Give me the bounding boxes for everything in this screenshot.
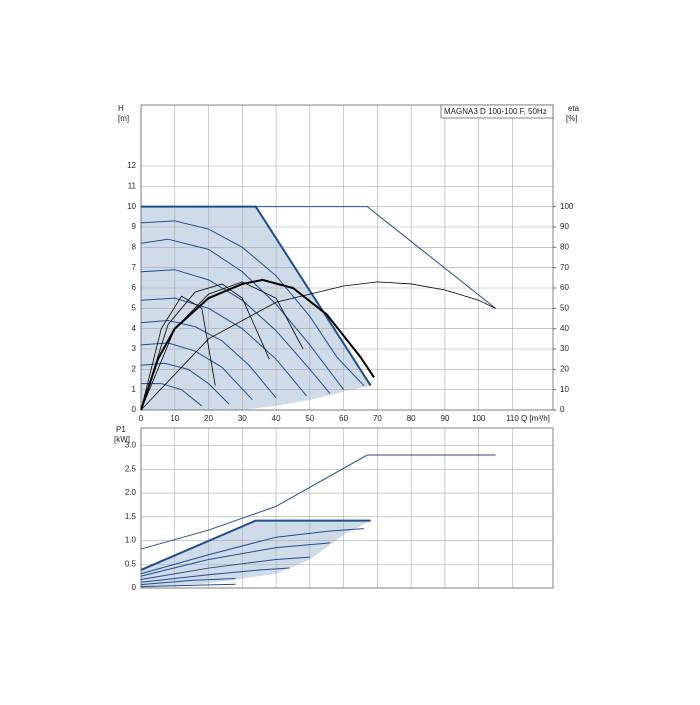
curve [140,269,331,395]
y2-label: eta [568,104,580,113]
curve [140,542,331,577]
curve [141,205,372,387]
x-tick-label: 50 [305,414,314,423]
y-tick-label: 11 [128,181,137,190]
curve [140,567,290,583]
y2-tick-label: 30 [560,344,569,353]
y2-tick-label: 100 [560,202,574,211]
y-label: P1 [116,425,126,434]
curve [140,281,496,411]
curve [140,220,365,386]
x-tick-label: 90 [440,414,449,423]
y2-unit: [%] [566,114,578,123]
curve [140,342,253,401]
y-tick-label: 3 [132,344,137,353]
y2-tick-label: 20 [560,364,569,373]
y-tick-label: 9 [132,222,137,231]
curve [140,556,310,580]
y-tick-label: 1.0 [125,536,137,545]
y2-tick-label: 10 [560,385,569,394]
y-tick-label: 2.5 [125,464,137,473]
y-tick-label: 8 [132,242,137,251]
x-tick-label: 0 [139,414,144,423]
y-tick-label: 3.0 [125,441,137,450]
y2-tick-label: 50 [560,303,569,312]
y2-tick-label: 60 [560,283,569,292]
x-tick-label: 40 [272,414,281,423]
curve [140,519,371,571]
curve [140,583,236,588]
curve [140,295,216,411]
y-tick-label: 0 [132,583,137,592]
x-tick-label: 20 [204,414,213,423]
curve [140,238,345,390]
y-tick-label: 0 [132,405,137,414]
y-tick-label: 0.5 [125,559,137,568]
y2-tick-label: 0 [560,405,565,414]
curve [140,320,277,399]
y-tick-label: 5 [132,303,137,312]
y-tick-label: 10 [127,202,136,211]
curve [140,283,270,411]
y2-tick-label: 70 [560,263,569,272]
y-tick-label: 2.0 [125,488,137,497]
y-tick-label: 4 [132,324,137,333]
title-box [440,104,554,119]
y-tick-label: 12 [127,161,136,170]
y-tick-label: 1 [132,385,137,394]
x-tick-label: 10 [170,414,179,423]
y-tick-label: 7 [132,263,137,272]
y2-tick-label: 80 [560,242,569,251]
y2-tick-label: 90 [560,222,569,231]
x-tick-label: 60 [339,414,348,423]
x-tick-label: 110 [506,414,519,423]
curve [140,528,364,575]
curve [140,297,307,397]
chart-title: MAGNA3 D 100-100 F, 50Hz [444,107,547,116]
y2-tick-label: 40 [560,324,569,333]
y-unit: [m] [118,114,129,123]
x-tick-label: 80 [407,414,416,423]
y-unit: [kW] [114,435,130,444]
curve [140,278,375,411]
y-tick-label: 1.5 [125,512,137,521]
curve [141,383,203,407]
plot-border [140,104,554,411]
curve [140,454,496,550]
y-tick-label: 6 [132,283,137,292]
operating-region [141,520,371,588]
x-label: Q [m³/h] [521,414,550,423]
y-label: H [118,104,124,113]
curve [140,281,304,411]
plot-border [140,427,554,589]
x-tick-label: 30 [238,414,247,423]
x-tick-label: 100 [472,414,486,423]
curve [140,578,236,586]
y-tick-label: 2 [132,364,137,373]
x-tick-label: 70 [373,414,382,423]
